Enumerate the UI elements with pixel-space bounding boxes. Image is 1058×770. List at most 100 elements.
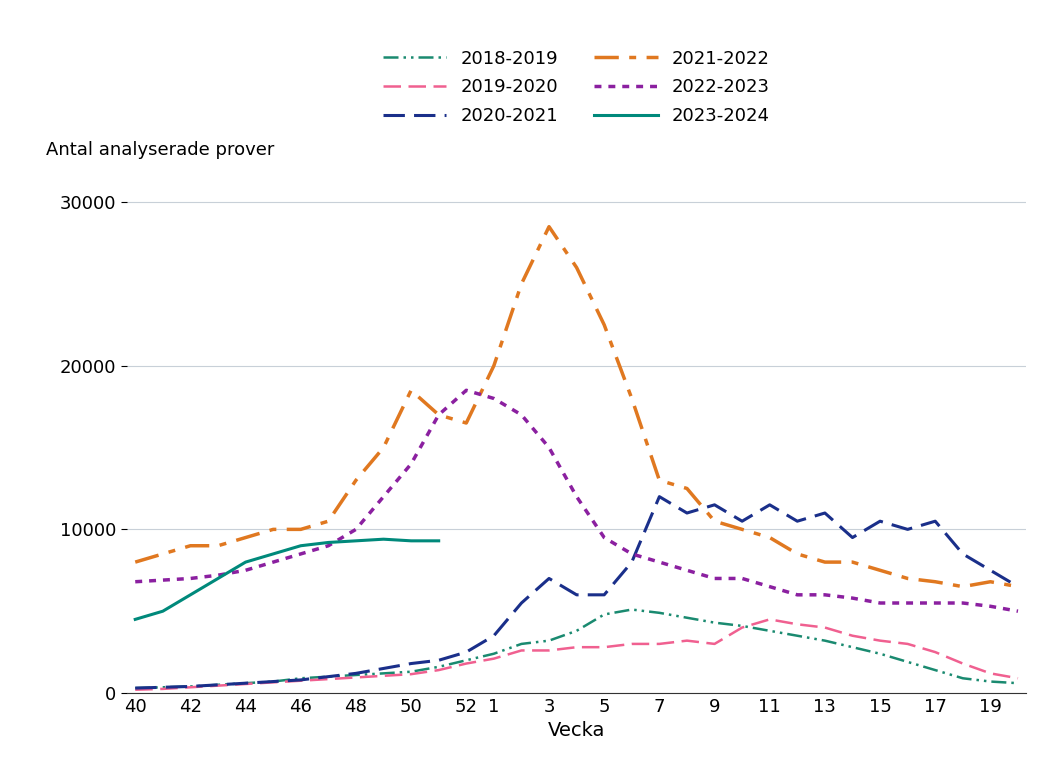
2020-2021 bbox=[735, 517, 748, 526]
2020-2021 bbox=[349, 668, 362, 678]
2020-2021 bbox=[294, 675, 307, 685]
2022-2023 bbox=[570, 492, 583, 501]
2018-2019 bbox=[680, 613, 693, 622]
2022-2023 bbox=[267, 557, 279, 567]
2021-2022 bbox=[488, 361, 500, 370]
2021-2022 bbox=[157, 549, 169, 558]
2020-2021 bbox=[212, 680, 224, 689]
2022-2023 bbox=[157, 575, 169, 584]
2022-2023 bbox=[515, 410, 528, 420]
2023-2024 bbox=[433, 536, 445, 545]
2020-2021 bbox=[819, 508, 832, 517]
2019-2020 bbox=[708, 639, 720, 648]
Line: 2019-2020: 2019-2020 bbox=[135, 619, 1018, 690]
2019-2020 bbox=[901, 639, 914, 648]
2022-2023 bbox=[405, 459, 418, 468]
2020-2021 bbox=[515, 598, 528, 608]
2020-2021 bbox=[901, 525, 914, 534]
2020-2021 bbox=[653, 492, 665, 501]
2018-2019 bbox=[956, 674, 969, 683]
2018-2019 bbox=[735, 621, 748, 631]
2021-2022 bbox=[708, 517, 720, 526]
2020-2021 bbox=[680, 508, 693, 517]
2022-2023 bbox=[543, 443, 555, 452]
2021-2022 bbox=[570, 263, 583, 272]
2018-2019 bbox=[212, 680, 224, 689]
2020-2021 bbox=[625, 557, 638, 567]
2019-2020 bbox=[846, 631, 859, 641]
2022-2023 bbox=[735, 574, 748, 583]
2018-2019 bbox=[405, 667, 418, 676]
2019-2020 bbox=[184, 683, 197, 692]
2021-2022 bbox=[929, 578, 942, 587]
2018-2019 bbox=[157, 683, 169, 692]
2022-2023 bbox=[212, 571, 224, 580]
2020-2021 bbox=[488, 631, 500, 641]
2023-2024 bbox=[157, 607, 169, 616]
2023-2024 bbox=[349, 536, 362, 545]
2022-2023 bbox=[846, 594, 859, 603]
2018-2019 bbox=[267, 677, 279, 686]
2021-2022 bbox=[625, 393, 638, 403]
2020-2021 bbox=[267, 677, 279, 686]
2021-2022 bbox=[735, 525, 748, 534]
2021-2022 bbox=[956, 582, 969, 591]
2020-2021 bbox=[405, 659, 418, 668]
2018-2019 bbox=[239, 678, 252, 688]
2019-2020 bbox=[377, 671, 389, 681]
2020-2021 bbox=[157, 683, 169, 692]
2023-2024 bbox=[239, 557, 252, 567]
2019-2020 bbox=[874, 636, 887, 645]
2019-2020 bbox=[129, 685, 142, 695]
2022-2023 bbox=[488, 393, 500, 403]
2022-2023 bbox=[929, 598, 942, 608]
2018-2019 bbox=[764, 626, 777, 635]
2020-2021 bbox=[322, 672, 334, 681]
2018-2019 bbox=[294, 674, 307, 683]
2019-2020 bbox=[212, 681, 224, 690]
2021-2022 bbox=[267, 525, 279, 534]
2022-2023 bbox=[791, 590, 804, 599]
2022-2023 bbox=[956, 598, 969, 608]
2018-2019 bbox=[846, 642, 859, 651]
2023-2024 bbox=[294, 541, 307, 551]
2022-2023 bbox=[129, 578, 142, 587]
2021-2022 bbox=[543, 222, 555, 231]
2019-2020 bbox=[819, 623, 832, 632]
2022-2023 bbox=[901, 598, 914, 608]
2018-2019 bbox=[653, 608, 665, 618]
2019-2020 bbox=[984, 668, 997, 678]
2021-2022 bbox=[598, 320, 610, 330]
2019-2020 bbox=[653, 639, 665, 648]
2022-2023 bbox=[433, 410, 445, 420]
2018-2019 bbox=[488, 649, 500, 658]
2021-2022 bbox=[129, 557, 142, 567]
2021-2022 bbox=[184, 541, 197, 551]
X-axis label: Vecka: Vecka bbox=[548, 721, 605, 741]
Line: 2018-2019: 2018-2019 bbox=[135, 610, 1018, 688]
2018-2019 bbox=[543, 636, 555, 645]
2020-2021 bbox=[239, 678, 252, 688]
2019-2020 bbox=[791, 620, 804, 629]
2018-2019 bbox=[625, 605, 638, 614]
2020-2021 bbox=[377, 664, 389, 673]
2020-2021 bbox=[874, 517, 887, 526]
2021-2022 bbox=[460, 418, 473, 427]
2022-2023 bbox=[349, 525, 362, 534]
2023-2024 bbox=[377, 534, 389, 544]
2021-2022 bbox=[791, 549, 804, 558]
2019-2020 bbox=[625, 639, 638, 648]
2022-2023 bbox=[819, 590, 832, 599]
2020-2021 bbox=[764, 500, 777, 510]
2020-2021 bbox=[598, 590, 610, 599]
2021-2022 bbox=[901, 574, 914, 583]
2023-2024 bbox=[129, 614, 142, 624]
2021-2022 bbox=[1011, 582, 1024, 591]
2018-2019 bbox=[433, 662, 445, 671]
2018-2019 bbox=[377, 668, 389, 678]
2019-2020 bbox=[405, 670, 418, 679]
2022-2023 bbox=[322, 541, 334, 551]
2020-2021 bbox=[791, 517, 804, 526]
2021-2022 bbox=[433, 410, 445, 420]
2018-2019 bbox=[874, 649, 887, 658]
